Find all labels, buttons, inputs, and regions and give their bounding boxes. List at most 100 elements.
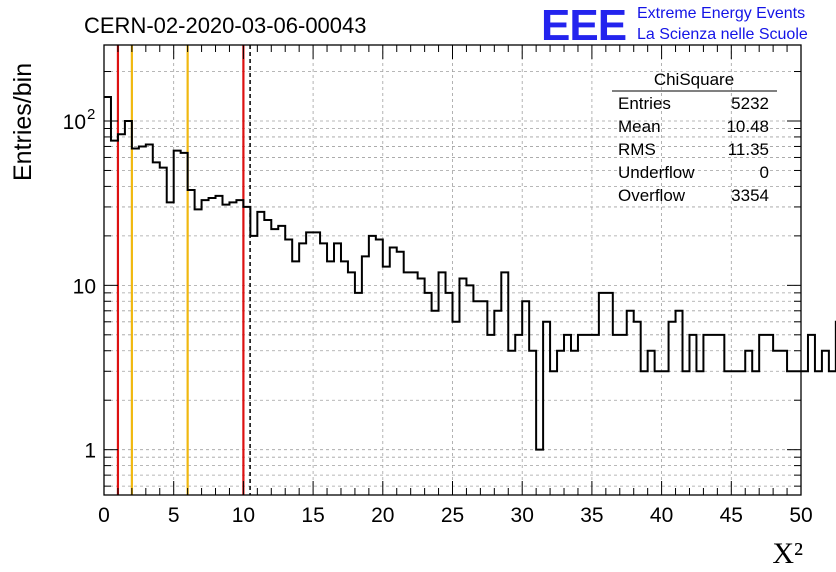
histogram-bin xyxy=(501,272,508,495)
histogram-bin xyxy=(822,351,829,495)
histogram-bin xyxy=(676,311,683,495)
histogram-bin xyxy=(209,198,216,495)
stats-value-underflow: 0 xyxy=(760,163,769,182)
stats-value-rms: 11.35 xyxy=(728,140,769,159)
histogram-bin xyxy=(153,162,160,495)
histogram-bin xyxy=(264,220,271,495)
histogram-bin xyxy=(627,311,634,495)
histogram-bin xyxy=(494,311,501,495)
stats-label-overflow: Overflow xyxy=(618,186,686,205)
histogram-bin xyxy=(167,202,174,495)
histogram-bin xyxy=(724,371,731,495)
stats-value-entries: 5232 xyxy=(731,94,769,113)
histogram-bin xyxy=(285,240,292,495)
histogram-series xyxy=(104,95,836,495)
histogram-bin xyxy=(508,351,515,495)
histogram-bin xyxy=(536,450,543,495)
y-tick-exponent: 2 xyxy=(87,106,95,123)
histogram-bin xyxy=(689,335,696,495)
stats-label-rms: RMS xyxy=(618,140,656,159)
histogram-bin xyxy=(222,205,229,495)
histogram-bin xyxy=(146,144,153,495)
histogram-bin xyxy=(578,335,585,495)
histogram-bin xyxy=(313,232,320,495)
y-tick-label: 10 xyxy=(63,111,86,134)
histogram-bin xyxy=(780,351,787,495)
histogram-bin xyxy=(306,232,313,495)
histogram-bin xyxy=(801,371,808,495)
stats-value-overflow: 3354 xyxy=(731,186,769,205)
histogram-bin xyxy=(703,335,710,495)
histogram-bin xyxy=(731,371,738,495)
histogram-bin xyxy=(257,212,264,495)
histogram-bin xyxy=(139,146,146,495)
x-tick-label: 35 xyxy=(580,504,603,527)
y-axis-label: Entries/bin xyxy=(9,63,37,181)
histogram-bin xyxy=(271,229,278,495)
histogram-bin xyxy=(745,351,752,495)
histogram-bin xyxy=(250,236,257,495)
x-tick-label: 5 xyxy=(168,504,180,527)
x-tick-label: 15 xyxy=(301,504,324,527)
histogram-bin xyxy=(773,351,780,495)
histogram-bin xyxy=(202,200,209,495)
x-tick-labels: 0 5 10 15 20 25 30 35 40 45 50 xyxy=(98,504,813,527)
histogram-bin xyxy=(787,371,794,495)
histogram-bin xyxy=(160,168,167,495)
chart-title: CERN-02-2020-03-06-00043 xyxy=(84,13,367,38)
histogram-bin xyxy=(592,335,599,495)
histogram-bin xyxy=(397,252,404,495)
histogram-bin xyxy=(641,371,648,495)
logo-line-1: Extreme Energy Events xyxy=(637,5,805,22)
histogram-bin xyxy=(752,371,759,495)
histogram-bin xyxy=(829,371,836,495)
histogram-bin xyxy=(453,322,460,495)
histogram-bin xyxy=(369,236,376,495)
histogram-bin xyxy=(669,322,676,495)
histogram-bin xyxy=(341,261,348,495)
histogram-bin xyxy=(599,293,606,495)
x-tick-label: 20 xyxy=(371,504,394,527)
histogram-bin xyxy=(655,371,662,495)
histogram-bin xyxy=(216,196,223,495)
histogram-bin xyxy=(529,351,536,495)
histogram-bin xyxy=(104,97,111,495)
histogram-bin xyxy=(543,322,550,495)
logo-mark: EEE xyxy=(541,1,626,50)
histogram-bin xyxy=(571,351,578,495)
y-tick-label: 1 xyxy=(84,440,96,463)
histogram-bin xyxy=(278,226,285,495)
histogram-bin xyxy=(557,351,564,495)
histogram-bin xyxy=(815,371,822,495)
y-tick-label: 10 xyxy=(73,275,96,298)
histogram-bin xyxy=(174,151,181,495)
histogram-bin xyxy=(738,371,745,495)
histogram-bin xyxy=(759,335,766,495)
histogram-bin xyxy=(662,371,669,495)
histogram-bin xyxy=(432,311,439,495)
histogram-bin xyxy=(634,322,641,495)
x-tick-label: 45 xyxy=(720,504,743,527)
histogram-bin xyxy=(620,335,627,495)
histogram-bin xyxy=(195,209,202,495)
histogram-bin xyxy=(466,285,473,495)
histogram-step-line xyxy=(104,95,836,451)
histogram-bin xyxy=(683,371,690,495)
stats-label-mean: Mean xyxy=(618,117,661,136)
axis-ticks xyxy=(103,45,802,495)
histogram-bin xyxy=(348,272,355,495)
histogram-bin xyxy=(808,335,815,495)
histogram-bin xyxy=(404,272,411,495)
stats-value-mean: 10.48 xyxy=(726,117,769,136)
histogram-bin xyxy=(487,335,494,495)
histogram-bin xyxy=(696,371,703,495)
stats-box: ChiSquare Entries 5232 Mean 10.48 RMS 11… xyxy=(612,70,777,205)
logo-line-2: La Scienza nelle Scuole xyxy=(637,26,808,43)
histogram-bin xyxy=(564,335,571,495)
histogram-bin xyxy=(717,335,724,495)
histogram-bin xyxy=(613,335,620,495)
histogram-bin xyxy=(411,272,418,495)
histogram-bin xyxy=(766,335,773,495)
